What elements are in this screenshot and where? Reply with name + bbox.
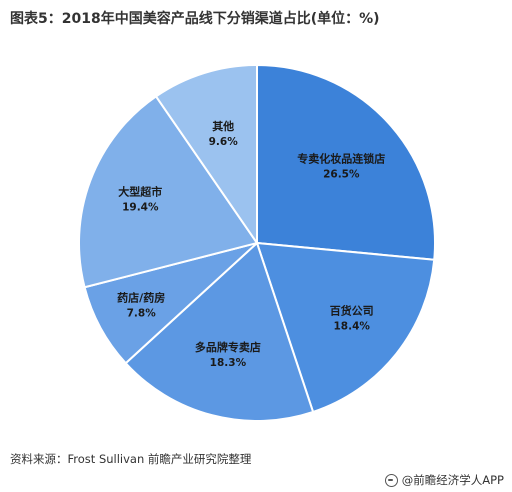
pie-slices bbox=[78, 63, 436, 422]
logo-icon bbox=[384, 473, 398, 487]
slice-label: 其他 bbox=[212, 119, 234, 133]
pie-slice bbox=[124, 241, 315, 422]
pie-slice bbox=[256, 63, 436, 261]
pie-slice bbox=[78, 95, 259, 289]
slice-label: 多品牌专卖店 bbox=[195, 340, 261, 354]
slice-label: 药店/药房 bbox=[117, 291, 165, 305]
chart-title: 图表5：2018年中国美容产品线下分销渠道占比(单位：%) bbox=[10, 11, 380, 27]
source-note: 资料来源：Frost Sullivan 前瞻产业研究院整理 bbox=[10, 452, 252, 466]
pie-slice bbox=[154, 63, 258, 247]
slice-value-label: 18.3% bbox=[210, 357, 247, 369]
credit-text: @前瞻经济学人APP bbox=[401, 473, 504, 487]
pie-slice bbox=[255, 241, 436, 414]
slice-value-label: 7.8% bbox=[127, 308, 157, 320]
slice-value-label: 19.4% bbox=[122, 201, 159, 213]
slice-value-label: 26.5% bbox=[323, 168, 360, 180]
slice-value-label: 9.6% bbox=[209, 136, 239, 148]
slice-value-label: 18.4% bbox=[333, 320, 370, 332]
slice-label: 大型超市 bbox=[118, 184, 162, 198]
pie-labels: 专卖化妆品连锁店 26.5% 百货公司 18.4% 多品牌专卖店 18.3% 药店/药房 7.… bbox=[117, 119, 385, 369]
credit-line: @前瞻经济学人APP bbox=[384, 472, 504, 488]
slice-label: 专卖化妆品连锁店 bbox=[297, 151, 385, 165]
slice-label: 百货公司 bbox=[330, 303, 374, 317]
